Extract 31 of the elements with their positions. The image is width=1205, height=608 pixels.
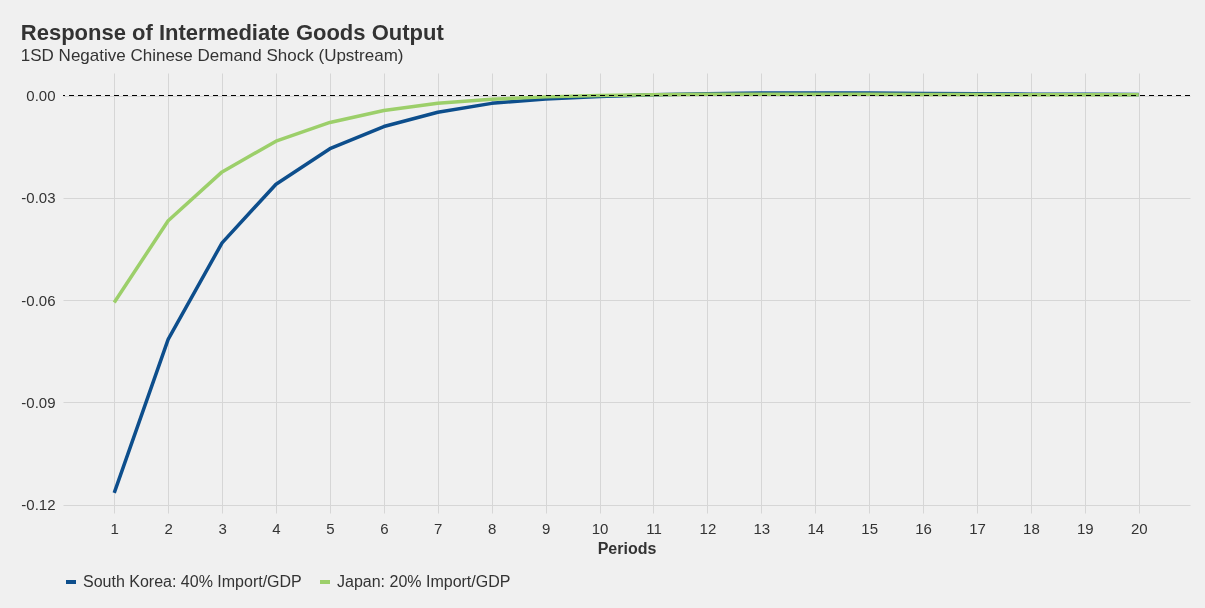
x-tick-label: 7	[434, 519, 443, 537]
x-tick-label: 14	[807, 519, 825, 537]
x-tick-label: 4	[272, 519, 281, 537]
legend-label: South Korea: 40% Import/GDP	[83, 573, 302, 590]
x-tick-label: 12	[699, 519, 717, 537]
chart-subtitle: 1SD Negative Chinese Demand Shock (Upstream)	[20, 46, 404, 65]
x-tick-label: 10	[591, 519, 609, 537]
x-tick-label: 18	[1023, 519, 1040, 537]
y-tick-label: -0.06	[21, 291, 56, 309]
x-tick-label: 8	[488, 519, 497, 537]
x-tick-label: 15	[861, 519, 878, 537]
x-axis-title: Periods	[597, 539, 657, 557]
y-tick-label: -0.12	[21, 496, 56, 514]
x-tick-label: 16	[915, 519, 932, 537]
chart-title: Response of Intermediate Goods Output	[20, 20, 445, 45]
x-tick-label: 2	[164, 519, 173, 537]
x-tick-label: 20	[1130, 519, 1148, 537]
x-tick-label: 3	[218, 519, 227, 537]
y-tick-label: -0.09	[21, 393, 56, 411]
x-tick-label: 1	[110, 519, 119, 537]
y-tick-label: 0.00	[26, 87, 56, 105]
x-tick-label: 13	[753, 519, 771, 537]
x-tick-label: 11	[646, 519, 662, 537]
x-tick-label: 5	[326, 519, 335, 537]
x-tick-label: 19	[1077, 519, 1094, 537]
x-tick-label: 9	[541, 519, 551, 537]
legend-label: Japan: 20% Import/GDP	[337, 573, 511, 590]
x-tick-label: 17	[969, 519, 986, 537]
y-tick-label: -0.03	[21, 189, 56, 207]
x-tick-label: 6	[380, 519, 389, 537]
line-series	[112, 92, 1141, 305]
